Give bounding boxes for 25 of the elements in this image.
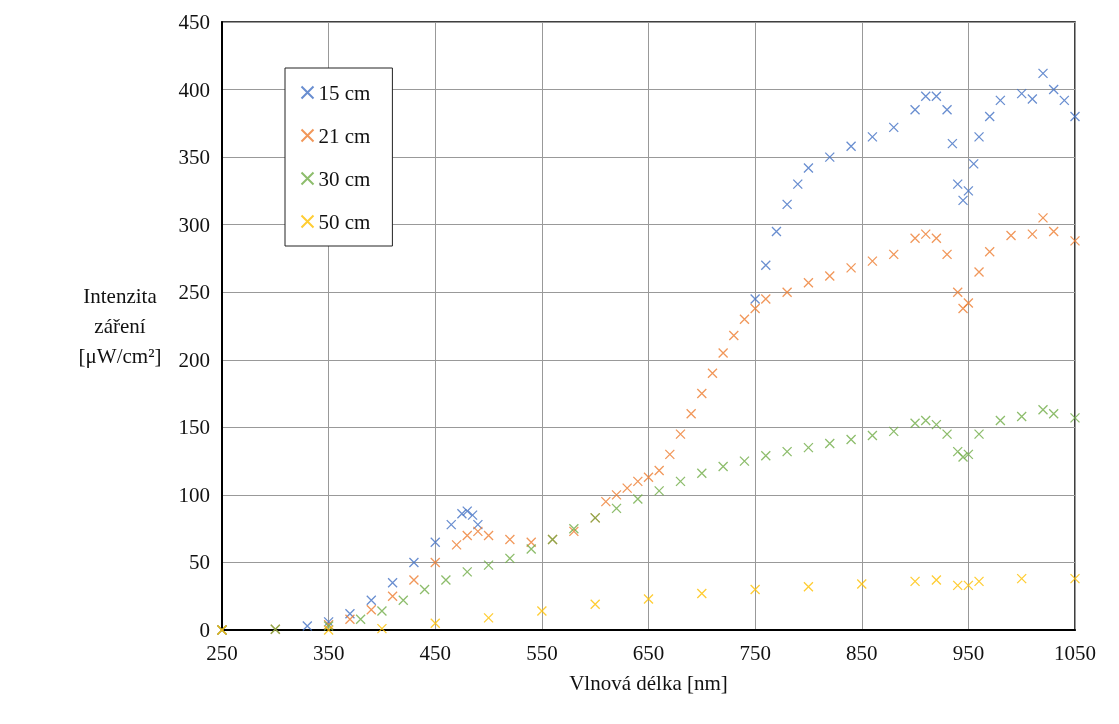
legend-label: 15 cm: [318, 80, 371, 105]
y-tick-label: 450: [178, 10, 210, 34]
x-tick-label: 450: [419, 640, 451, 665]
x-tick-label: 550: [526, 640, 558, 665]
y-tick-label: 250: [178, 280, 210, 305]
y-tick-label: 400: [178, 77, 210, 102]
legend-label: 21 cm: [318, 123, 371, 148]
x-axis-title: Vlnová délka [nm]: [569, 670, 728, 695]
y-axis-title: Intenzita záření [μW/cm²]: [78, 284, 162, 368]
y-tick-label: 0: [199, 618, 210, 642]
x-tick-label: 650: [632, 640, 665, 665]
y-tick-label: 100: [178, 482, 210, 507]
y-tick-label: 50: [189, 550, 210, 575]
x-tick-label: 1050: [1054, 640, 1096, 665]
x-tick-label: 350: [312, 640, 345, 665]
y-tick-label: 350: [178, 145, 210, 170]
x-tick-label: 750: [739, 640, 771, 665]
y-tick-label: 150: [178, 415, 210, 440]
legend-label: 50 cm: [318, 209, 371, 234]
y-tick-label: 200: [178, 347, 210, 372]
x-tick-label: 950: [952, 640, 985, 665]
x-tick-label: 850: [846, 640, 878, 665]
x-tick-label: 250: [206, 640, 238, 665]
y-tick-label: 300: [178, 212, 210, 237]
legend-label: 30 cm: [318, 166, 371, 191]
